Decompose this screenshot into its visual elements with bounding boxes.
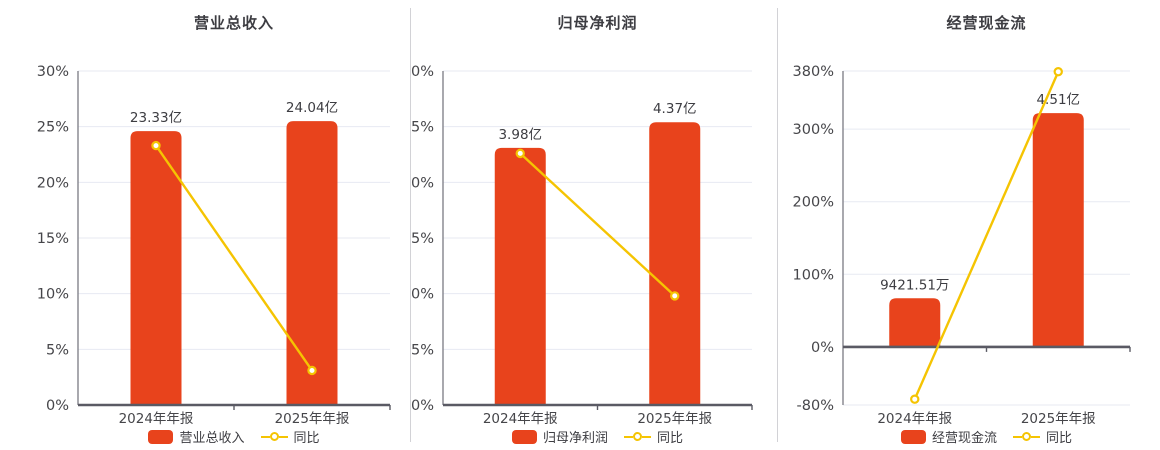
line-marker-2025年年报[interactable] xyxy=(670,291,680,301)
legend-line-label: 同比 xyxy=(657,431,684,446)
bar-2025年年报[interactable] xyxy=(1032,113,1084,347)
line-marker-2025年年报[interactable] xyxy=(1053,67,1063,77)
line-marker-icon xyxy=(624,432,651,441)
bar-value-label: 9421.51万 xyxy=(880,277,949,293)
x-category-label: 2024年年报 xyxy=(483,411,558,427)
y-tick-label: 10% xyxy=(37,287,69,303)
chart-canvas-revenue: 0% 5% 10% 15% 20% 25% 30% 23.33亿 24.04亿 2024年年报 20… xyxy=(37,64,391,427)
bar-swatch-icon xyxy=(148,429,174,444)
y-tick-label: 0% xyxy=(411,398,434,414)
chart-canvas-cash-flow: -80%0%100%200%300%380%9421.51万4.51亿2024年… xyxy=(793,64,1131,427)
y-tick-label: 380% xyxy=(793,64,834,80)
legend-item-bar[interactable]: 营业总收入 xyxy=(148,427,245,446)
y-tick-label: 30% xyxy=(411,64,434,80)
chart-panel-cash-flow: 经营现金流 -80% 0% 100% 200% 300% 380% 9421.51万 4.51… xyxy=(778,0,1160,450)
y-tick-label: 200% xyxy=(793,195,834,211)
chart-title-cash-flow: 经营现金流 xyxy=(946,14,1027,32)
panel-divider-1 xyxy=(410,8,411,442)
legend-item-line[interactable]: 同比 xyxy=(624,427,683,446)
y-tick-label: 25% xyxy=(411,120,434,136)
legend-line-label: 同比 xyxy=(293,431,320,446)
bar-2024年年报[interactable] xyxy=(494,147,546,405)
yoy-line xyxy=(155,144,313,372)
panel-divider-2 xyxy=(777,8,778,442)
chart-panel-net-profit: 归母净利润 0% 5% 10% 15% 20% 25% 30% 3.98亿 4.37亿 2024年… xyxy=(411,0,777,450)
y-tick-label: 20% xyxy=(411,175,434,191)
x-category-label: 2024年年报 xyxy=(119,411,194,427)
y-tick-label: 10% xyxy=(411,287,434,303)
y-tick-label: 0% xyxy=(811,340,834,356)
line-marker-icon xyxy=(260,432,288,441)
legend-bar-label: 经营现金流 xyxy=(931,431,997,446)
y-tick-label: 30% xyxy=(37,64,69,80)
y-tick-label: 300% xyxy=(793,122,834,138)
legend-bar-label: 归母净利润 xyxy=(542,431,608,446)
bar-2024年年报[interactable] xyxy=(130,131,182,405)
bar-2024年年报[interactable] xyxy=(889,298,941,347)
bar-value-label: 3.98亿 xyxy=(498,127,542,143)
y-tick-label: 25% xyxy=(37,120,69,136)
chart-panel-revenue: 营业总收入 0% 5% 10% 15% 20% 25% 30% 23.33亿 24.04亿 202… xyxy=(0,0,410,450)
line-marker-2024年年报[interactable] xyxy=(515,148,525,159)
y-tick-label: 20% xyxy=(37,175,69,191)
x-category-label: 2024年年报 xyxy=(877,411,952,427)
bar-2025年年报[interactable] xyxy=(649,122,701,406)
bar-2025年年报[interactable] xyxy=(286,121,338,405)
y-tick-label: 15% xyxy=(37,231,69,247)
legend-item-bar[interactable]: 归母净利润 xyxy=(511,427,608,446)
y-tick-label: 100% xyxy=(793,267,834,283)
yoy-line xyxy=(913,71,1060,400)
bar-value-label: 23.33亿 xyxy=(130,110,182,126)
yoy-line xyxy=(519,152,676,297)
y-tick-label: 15% xyxy=(411,231,434,247)
legend-line-label: 同比 xyxy=(1046,431,1073,446)
legend-net-profit: 归母净利润 同比 xyxy=(443,427,752,446)
chart-title-net-profit: 归母净利润 xyxy=(557,14,638,32)
bar-swatch-icon xyxy=(511,429,537,444)
chart-title-revenue: 营业总收入 xyxy=(193,14,274,32)
line-marker-2024年年报[interactable] xyxy=(910,394,920,404)
bar-swatch-icon xyxy=(900,429,926,444)
line-marker-2024年年报[interactable] xyxy=(151,140,161,151)
legend-cash-flow: 经营现金流 同比 xyxy=(843,427,1130,446)
legend-bar-label: 营业总收入 xyxy=(179,431,245,446)
chart-canvas-net-profit: 0% 5% 10% 15% 20% 25% 30% 3.98亿 4.37亿 2024年年报 2025… xyxy=(411,64,753,427)
legend-item-bar[interactable]: 经营现金流 xyxy=(900,427,997,446)
bar-value-label: 4.37亿 xyxy=(653,101,697,117)
y-tick-label: 0% xyxy=(46,398,69,414)
y-tick-label: 5% xyxy=(411,342,434,358)
x-category-label: 2025年年报 xyxy=(1021,411,1096,427)
x-category-label: 2025年年报 xyxy=(637,411,712,427)
legend-item-line[interactable]: 同比 xyxy=(260,427,320,446)
y-tick-label: 5% xyxy=(46,342,69,358)
y-tick-label: -80% xyxy=(797,398,834,414)
line-marker-2025年年报[interactable] xyxy=(307,365,317,376)
bar-value-label: 24.04亿 xyxy=(286,100,338,116)
x-category-label: 2025年年报 xyxy=(275,411,350,427)
legend-item-line[interactable]: 同比 xyxy=(1013,427,1072,446)
legend-revenue: 营业总收入 同比 xyxy=(78,427,390,446)
line-marker-icon xyxy=(1013,432,1040,441)
